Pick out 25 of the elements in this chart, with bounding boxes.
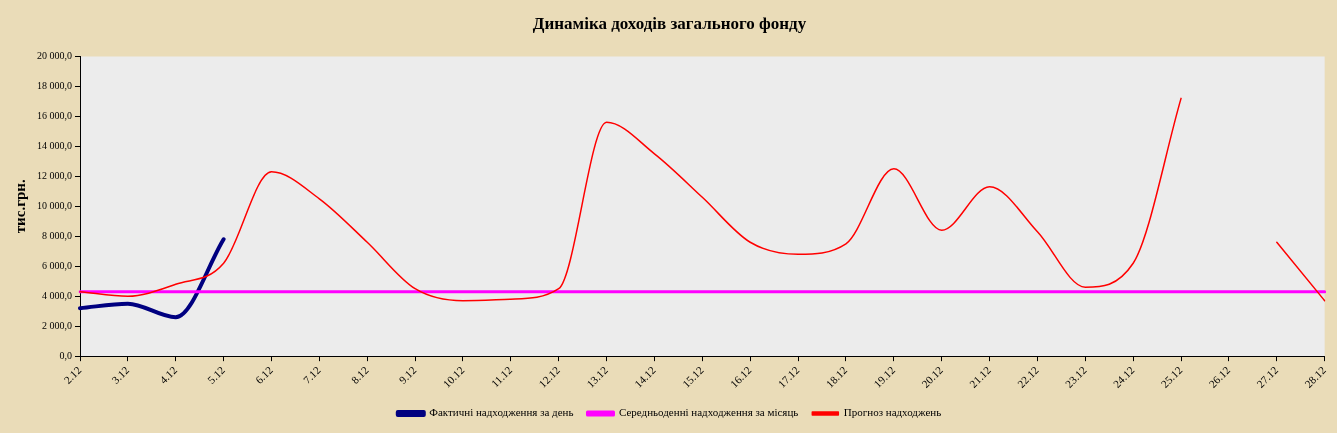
y-tick-label: 6 000,0 bbox=[42, 259, 72, 271]
x-tick-label: 6.12 bbox=[252, 363, 275, 386]
legend-label: Фактичні надходження за день bbox=[429, 406, 574, 419]
y-axis-title: тис.грн. bbox=[11, 179, 28, 234]
x-tick-label: 9.12 bbox=[396, 363, 419, 386]
legend-label: Середньоденні надходження за місяць bbox=[618, 406, 799, 419]
legend-label: Прогноз надходжень bbox=[843, 406, 942, 419]
y-tick-label: 4 000,0 bbox=[42, 289, 72, 301]
y-tick-label: 16 000,0 bbox=[37, 109, 72, 121]
x-tick-label: 7.12 bbox=[300, 363, 323, 386]
y-tick-label: 14 000,0 bbox=[37, 139, 72, 151]
y-tick-label: 2 000,0 bbox=[42, 319, 72, 331]
line-series bbox=[78, 237, 226, 320]
y-tick-label: 10 000,0 bbox=[37, 199, 72, 211]
x-tick-label: 5.12 bbox=[204, 363, 228, 386]
x-tick-label: 4.12 bbox=[157, 363, 180, 386]
chart-title: Динаміка доходів загального фонду bbox=[532, 13, 807, 33]
y-tick-label: 20 000,0 bbox=[37, 50, 72, 62]
y-tick-label: 18 000,0 bbox=[37, 80, 72, 91]
x-tick-label: 8.12 bbox=[348, 363, 371, 386]
y-tick-label: 12 000,0 bbox=[37, 169, 72, 181]
x-tick-label: 3.12 bbox=[109, 363, 132, 386]
y-tick-label: 8 000,0 bbox=[42, 229, 72, 241]
x-tick-label: 2.12 bbox=[61, 363, 84, 386]
y-tick-label: 0,0 bbox=[59, 349, 72, 361]
